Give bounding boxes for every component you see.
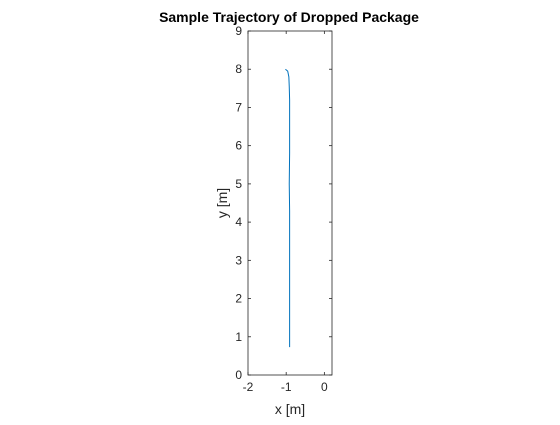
y-tick-label: 1 bbox=[235, 330, 242, 344]
tick-labels: -2 -1 0 0 1 2 3 4 5 6 7 8 9 bbox=[235, 24, 328, 394]
x-tick-label: -1 bbox=[281, 380, 292, 394]
y-tick-label: 2 bbox=[235, 292, 242, 306]
trajectory-line bbox=[285, 68, 291, 348]
x-axis-label: x [m] bbox=[275, 401, 305, 417]
y-axis-label: y [m] bbox=[214, 188, 230, 218]
y-tick-label: 9 bbox=[235, 24, 242, 38]
y-tick-label: 7 bbox=[235, 100, 242, 114]
x-tick-label: 0 bbox=[321, 380, 328, 394]
chart-title: Sample Trajectory of Dropped Package bbox=[159, 9, 419, 25]
y-tick-label: 6 bbox=[235, 139, 242, 153]
axis-ticks bbox=[247, 30, 332, 376]
x-tick-label: -2 bbox=[243, 380, 254, 394]
y-tick-label: 0 bbox=[235, 368, 242, 382]
y-tick-label: 3 bbox=[235, 253, 242, 267]
y-tick-label: 4 bbox=[235, 215, 242, 229]
y-tick-label: 8 bbox=[235, 62, 242, 76]
y-tick-label: 5 bbox=[235, 177, 242, 191]
